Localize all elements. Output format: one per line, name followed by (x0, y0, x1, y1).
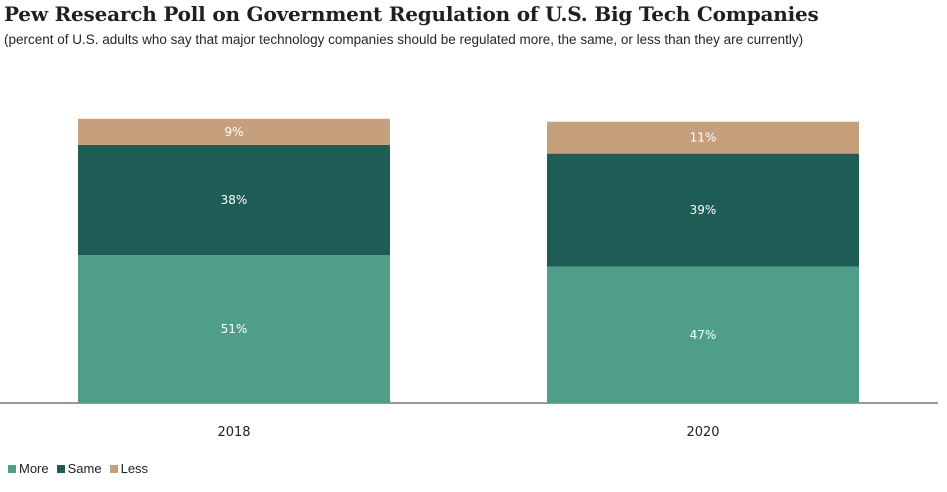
x-tick-label-2020: 2020 (686, 425, 719, 440)
chart-title: Pew Research Poll on Government Regulati… (4, 2, 819, 26)
data-label-less-2018: 9% (224, 125, 243, 139)
legend-item-more: More (8, 461, 49, 476)
stacked-bar-chart: 51% 38% 9% 2018 47% 39% 11% 2020 (0, 118, 938, 440)
legend-swatch-same (56, 464, 65, 473)
legend-label-more: More (19, 461, 49, 476)
bar-less-2020 (547, 121, 859, 154)
legend-item-less: Less (109, 461, 149, 476)
legend-item-same: Same (56, 461, 102, 476)
bar-more-2018 (78, 255, 390, 403)
chart-subtitle: (percent of U.S. adults who say that maj… (4, 32, 804, 47)
data-label-same-2018: 38% (221, 193, 248, 207)
x-tick-label-2018: 2018 (217, 425, 250, 440)
legend: More Same Less (8, 461, 148, 476)
legend-swatch-more (8, 464, 16, 473)
bar-more-2020 (547, 266, 859, 403)
legend-label-same: Same (67, 461, 102, 476)
data-label-same-2020: 39% (690, 203, 717, 217)
data-label-less-2020: 11% (690, 131, 717, 145)
bar-same-2020 (547, 153, 859, 267)
legend-label-less: Less (120, 461, 149, 476)
legend-swatch-less (109, 464, 118, 473)
data-label-more-2020: 47% (690, 328, 717, 342)
bar-less-2018 (78, 118, 390, 145)
bar-same-2018 (78, 144, 390, 256)
data-label-more-2018: 51% (221, 322, 248, 336)
